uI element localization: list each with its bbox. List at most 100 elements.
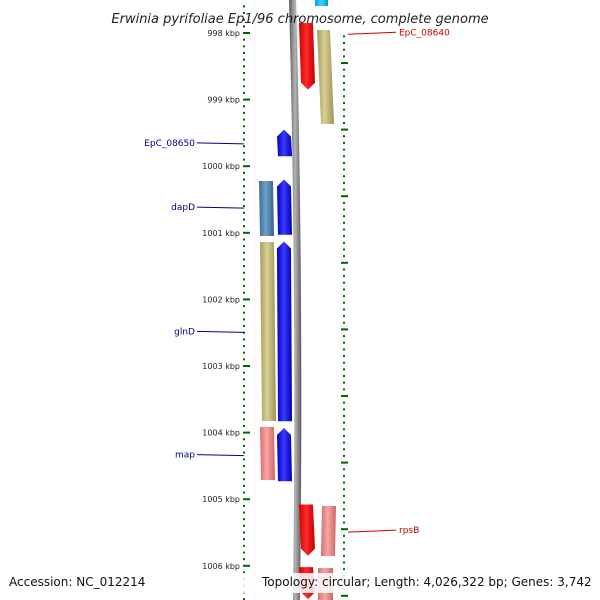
- ruler-minor-tick: [243, 45, 245, 48]
- ruler-left: 998 kbp 999 kbp 1000 kbp 1001 kbp 1002 kbp 10…: [202, 5, 250, 600]
- ruler-minor-tick: [343, 335, 345, 338]
- gene-label[interactable]: EpC_08640: [399, 28, 450, 38]
- ruler-major-tick: [341, 195, 348, 198]
- ruler-minor-tick: [243, 158, 245, 161]
- gene-leader-line: [196, 206, 245, 209]
- ruler-minor-tick: [343, 135, 345, 138]
- ruler-minor-tick: [343, 208, 345, 211]
- ruler-minor-tick: [243, 258, 245, 261]
- ruler-major-tick: [243, 98, 250, 101]
- olive-feature: [317, 30, 334, 124]
- ruler-minor-tick: [243, 325, 245, 328]
- ruler-minor-tick: [243, 524, 245, 527]
- ruler-major-tick: [243, 431, 250, 434]
- ruler-minor-tick: [343, 488, 345, 491]
- gene-arrow-glnd[interactable]: [277, 241, 292, 422]
- steel-feature: [259, 181, 274, 236]
- ruler-minor-tick: [343, 315, 345, 318]
- gene-label[interactable]: EpC_08650: [144, 139, 195, 149]
- ruler-minor-tick: [243, 458, 245, 461]
- ruler-minor-tick: [343, 115, 345, 118]
- ruler-minor-tick: [343, 275, 345, 278]
- ruler-minor-tick: [243, 438, 245, 441]
- gene-label[interactable]: map: [175, 451, 195, 461]
- ruler-minor-tick: [243, 278, 245, 281]
- gene-label[interactable]: glnD: [174, 327, 195, 337]
- ruler-minor-tick: [243, 484, 245, 487]
- ruler-minor-tick: [343, 101, 345, 104]
- ruler-tick-label: 1001 kbp: [202, 229, 240, 238]
- ruler-tick-label: 1006 kbp: [202, 562, 240, 571]
- ruler-minor-tick: [343, 301, 345, 304]
- gene-arrow-epc_08650[interactable]: [277, 129, 292, 157]
- ruler-minor-tick: [343, 42, 345, 45]
- gene-arrow-epc_08640[interactable]: [299, 23, 315, 90]
- gene-leader-line: [196, 454, 245, 457]
- ruler-minor-tick: [243, 371, 245, 374]
- ruler-minor-tick: [243, 171, 245, 174]
- ruler-minor-tick: [243, 464, 245, 467]
- ruler-minor-tick: [243, 71, 245, 74]
- ruler-minor-tick: [343, 474, 345, 477]
- ruler-minor-tick: [343, 501, 345, 504]
- ruler-minor-tick: [343, 408, 345, 411]
- ruler-minor-tick: [343, 454, 345, 457]
- ruler-major-tick: [341, 528, 348, 531]
- ruler-minor-tick: [343, 221, 345, 224]
- gene-label[interactable]: dapD: [171, 203, 195, 213]
- ruler-minor-tick: [243, 211, 245, 214]
- ruler-minor-tick: [243, 218, 245, 221]
- ruler-minor-tick: [243, 418, 245, 421]
- ruler-minor-tick: [343, 381, 345, 384]
- ruler-minor-tick: [343, 441, 345, 444]
- genome-backbone: [289, 0, 302, 600]
- ruler-tick-label: 1003 kbp: [202, 362, 240, 371]
- ruler-minor-tick: [243, 151, 245, 154]
- ruler-minor-tick: [243, 345, 245, 348]
- ruler-minor-tick: [343, 161, 345, 164]
- gene-label[interactable]: rpsB: [399, 526, 419, 536]
- ruler-minor-tick: [343, 181, 345, 184]
- ruler-minor-tick: [343, 228, 345, 231]
- ruler-minor-tick: [243, 138, 245, 141]
- ruler-minor-tick: [343, 468, 345, 471]
- ruler-minor-tick: [243, 424, 245, 427]
- ruler-right: [341, 35, 348, 597]
- cyan-feature: [315, 0, 328, 6]
- ruler-minor-tick: [243, 91, 245, 94]
- ruler-minor-tick: [343, 548, 345, 551]
- gene-arrow-map[interactable]: [277, 427, 292, 482]
- ruler-minor-tick: [343, 188, 345, 191]
- ruler-major-tick: [243, 365, 250, 367]
- ruler-minor-tick: [243, 411, 245, 414]
- gene-arrow-rpsb[interactable]: [299, 504, 315, 556]
- ruler-minor-tick: [343, 561, 345, 564]
- ruler-minor-tick: [343, 341, 345, 344]
- ruler-minor-tick: [343, 521, 345, 524]
- pink-feature: [260, 427, 275, 480]
- ruler-minor-tick: [343, 421, 345, 424]
- pink-feature: [321, 506, 336, 556]
- ruler-minor-tick: [243, 558, 245, 561]
- ruler-minor-tick: [243, 131, 245, 134]
- gene-arrow-dapd[interactable]: [277, 179, 292, 235]
- ruler-minor-tick: [243, 518, 245, 521]
- ruler-minor-tick: [243, 311, 245, 314]
- ruler-minor-tick: [243, 271, 245, 274]
- ruler-minor-tick: [243, 538, 245, 541]
- ruler-minor-tick: [243, 111, 245, 114]
- ruler-tick-label: 999 kbp: [207, 96, 240, 105]
- ruler-minor-tick: [243, 404, 245, 407]
- ruler-minor-tick: [243, 478, 245, 481]
- ruler-minor-tick: [343, 288, 345, 291]
- ruler-major-tick: [341, 461, 348, 464]
- accession-text: Accession: NC_012214: [9, 575, 145, 589]
- ruler-minor-tick: [243, 358, 245, 361]
- ruler-minor-tick: [243, 65, 245, 68]
- ruler-minor-tick: [343, 55, 345, 58]
- ruler-minor-tick: [243, 265, 245, 268]
- ruler-minor-tick: [343, 361, 345, 364]
- gene-labels: EpC_08650 dapD glnD map EpC_08640 rpsB: [144, 28, 450, 536]
- ruler-minor-tick: [343, 568, 345, 571]
- ruler-minor-tick: [343, 428, 345, 431]
